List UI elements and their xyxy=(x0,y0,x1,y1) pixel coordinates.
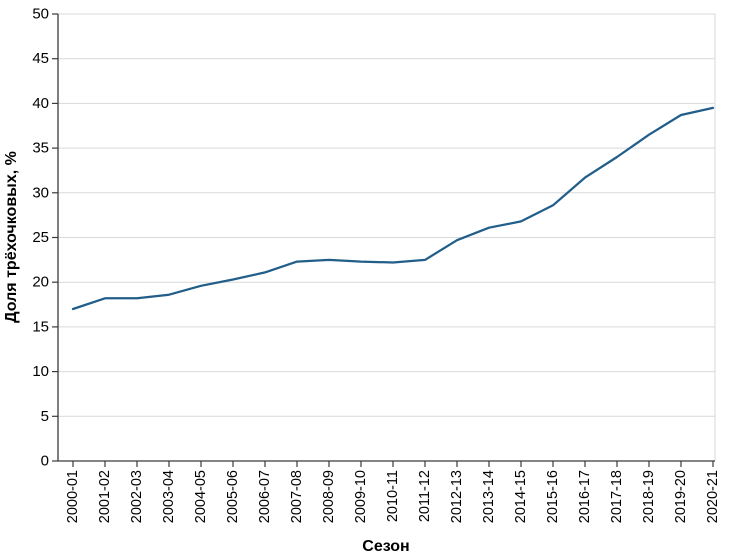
x-tick-label: 2005-06 xyxy=(225,470,241,523)
x-tick-label: 2007-08 xyxy=(289,470,305,523)
y-tick-label: 25 xyxy=(32,229,49,246)
y-tick-label: 10 xyxy=(32,363,49,380)
x-tick-label: 2019-20 xyxy=(673,470,689,523)
x-axis-title: Сезон xyxy=(362,538,409,555)
x-tick-label: 2017-18 xyxy=(609,470,625,523)
y-tick-label: 0 xyxy=(41,453,49,470)
x-tick-label: 2003-04 xyxy=(161,470,177,523)
y-axis-ticks: 0 5 10 15 20 25 30 35 40 45 50 xyxy=(32,6,58,470)
x-tick-label: 2004-05 xyxy=(193,470,209,523)
gridlines xyxy=(58,13,716,461)
x-tick-label: 2013-14 xyxy=(481,470,497,523)
y-tick-label: 45 xyxy=(32,50,49,67)
x-tick-label: 2008-09 xyxy=(321,470,337,523)
y-tick-label: 30 xyxy=(32,184,49,201)
data-line xyxy=(71,106,715,311)
x-tick-label: 2020-21 xyxy=(705,470,721,523)
x-tick-label: 2014-15 xyxy=(513,470,529,523)
x-tick-label: 2002-03 xyxy=(129,470,145,523)
y-tick-label: 5 xyxy=(41,408,49,425)
x-tick-label: 2011-12 xyxy=(417,470,433,522)
x-tick-label: 2000-01 xyxy=(65,470,81,523)
x-tick-label: 2016-17 xyxy=(577,470,593,523)
x-tick-label: 2009-10 xyxy=(353,470,369,523)
x-tick-label: 2015-16 xyxy=(545,470,561,523)
y-tick-label: 15 xyxy=(32,318,49,335)
y-tick-label: 40 xyxy=(32,95,49,112)
y-tick-label: 50 xyxy=(32,6,49,23)
x-tick-label: 2018-19 xyxy=(641,470,657,523)
x-tick-label: 2012-13 xyxy=(449,470,465,523)
x-tick-label: 2006-07 xyxy=(257,470,273,523)
y-tick-label: 35 xyxy=(32,140,49,157)
data-series xyxy=(71,106,715,311)
y-axis-title: Доля трёхочковых, % xyxy=(3,151,20,323)
y-tick-label: 20 xyxy=(32,274,49,291)
x-tick-label: 2010-11 xyxy=(385,470,401,522)
x-axis-ticks: 2000-01 2001-02 2002-03 2003-04 2004-05 2005-… xyxy=(65,461,721,523)
x-tick-label: 2001-02 xyxy=(97,470,113,523)
